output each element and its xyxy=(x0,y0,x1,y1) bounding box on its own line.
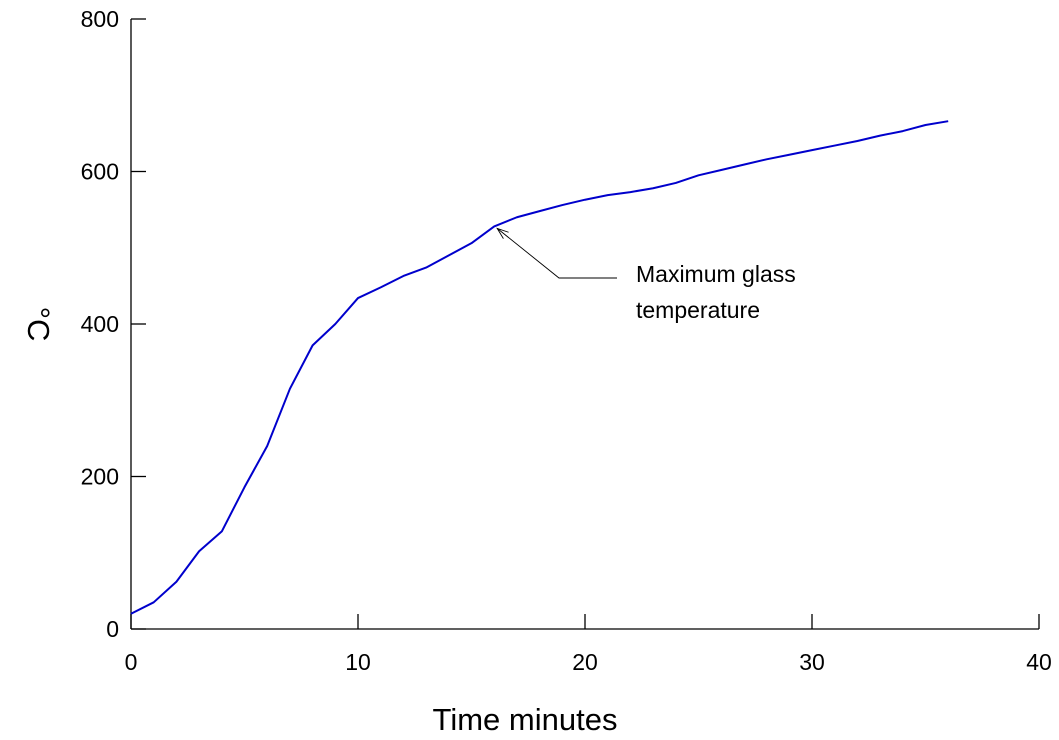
y-tick-label: 400 xyxy=(81,311,119,337)
annotation-text: temperature xyxy=(636,297,760,323)
x-tick-label: 40 xyxy=(1026,649,1052,675)
x-tick-label: 20 xyxy=(572,649,598,675)
annotation-arrowhead xyxy=(496,227,509,239)
annotation-leader-line xyxy=(496,228,617,279)
x-axis-title: Time minutes xyxy=(433,702,618,737)
x-tick-label: 10 xyxy=(345,649,371,675)
axes xyxy=(130,19,1039,630)
x-tick-label: 30 xyxy=(799,649,825,675)
y-axis-title: °C xyxy=(21,307,56,342)
y-tick-label: 600 xyxy=(81,159,119,185)
series-line xyxy=(130,120,949,615)
y-tick-label: 200 xyxy=(81,464,119,490)
annotation: Maximum glass temperature xyxy=(496,227,796,323)
x-tick-label: 0 xyxy=(125,649,138,675)
y-tick-label: 0 xyxy=(106,616,119,642)
annotation-text: Maximum glass xyxy=(636,261,796,287)
series-layer xyxy=(130,120,949,615)
y-tick-label: 800 xyxy=(81,6,119,32)
